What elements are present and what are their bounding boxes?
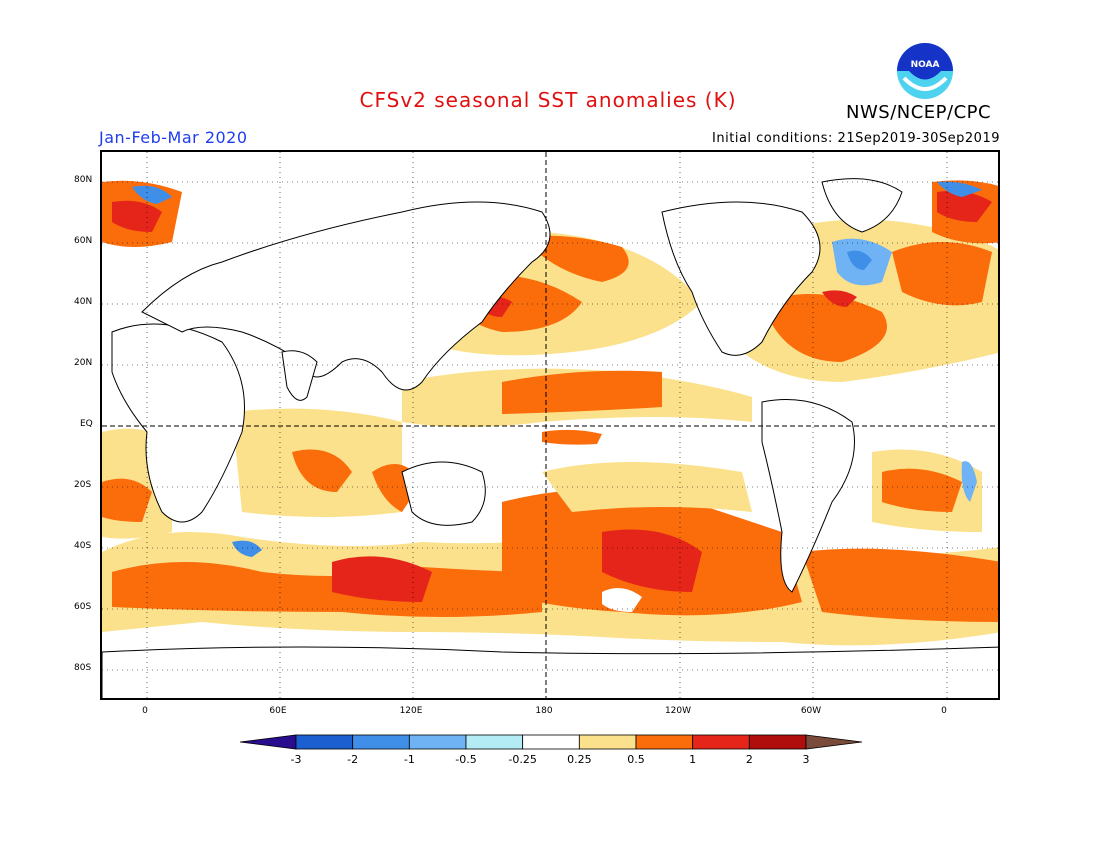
initial-conditions: Initial conditions: 21Sep2019-30Sep2019 (712, 131, 1000, 146)
sst-anomaly-map (100, 150, 1000, 700)
colorbar-swatch (578, 734, 637, 750)
sst-field (102, 152, 998, 698)
continents (102, 178, 998, 698)
colorbar-tick-label: 3 (802, 753, 810, 766)
lat-tick-label: 20S (74, 480, 92, 490)
colorbar-swatch (522, 734, 580, 750)
colorbar-tick-label: -1 (403, 753, 415, 766)
colorbar-swatch (408, 734, 467, 750)
lat-tick-label: 80N (74, 175, 93, 185)
graticule (102, 152, 998, 698)
colorbar-swatch (295, 734, 354, 750)
colorbar-tick-label: -3 (290, 753, 302, 766)
colorbar-swatch (692, 734, 750, 750)
anomaly-fill (102, 180, 998, 646)
colorbar (240, 734, 862, 750)
map-title: CFSv2 seasonal SST anomalies (K) (359, 88, 737, 112)
lon-tick-label: 60W (800, 706, 822, 716)
colorbar-tick-label: 1 (689, 753, 697, 766)
colorbar-tick-label: 0.25 (567, 753, 592, 766)
lon-tick-label: 0 (941, 706, 947, 716)
colorbar-swatch (635, 734, 694, 750)
lat-tick-label: 40S (74, 541, 92, 551)
colorbar-tick-label: 2 (745, 753, 753, 766)
colorbar-max-triangle (805, 734, 862, 750)
lat-tick-label: 60N (74, 236, 93, 246)
colorbar-swatch (465, 734, 524, 750)
svg-text:NOAA: NOAA (911, 60, 940, 70)
colorbar-swatch (352, 734, 410, 750)
colorbar-tick-label: -0.25 (508, 753, 537, 766)
lon-tick-label: 120W (664, 706, 692, 716)
colorbar-tick-label: -2 (347, 753, 359, 766)
lat-tick-label: 40N (74, 297, 93, 307)
lat-tick-label: 60S (74, 602, 92, 612)
lon-tick-label: 180 (535, 706, 553, 716)
lon-tick-label: 120E (399, 706, 423, 716)
lat-tick-label: EQ (80, 419, 93, 429)
noaa-logo-icon: NOAA (897, 43, 953, 99)
colorbar-tick-label: 0.5 (627, 753, 645, 766)
colorbar-tick-label: -0.5 (455, 753, 477, 766)
lat-tick-label: 20N (74, 358, 93, 368)
agency-label: NWS/NCEP/CPC (846, 102, 992, 123)
lon-tick-label: 0 (142, 706, 148, 716)
colorbar-min-triangle (240, 734, 297, 750)
forecast-period: Jan-Feb-Mar 2020 (99, 128, 248, 147)
lon-tick-label: 60E (269, 706, 287, 716)
lat-tick-label: 80S (74, 663, 92, 673)
colorbar-swatch (748, 734, 807, 750)
equator-dateline (102, 152, 998, 698)
